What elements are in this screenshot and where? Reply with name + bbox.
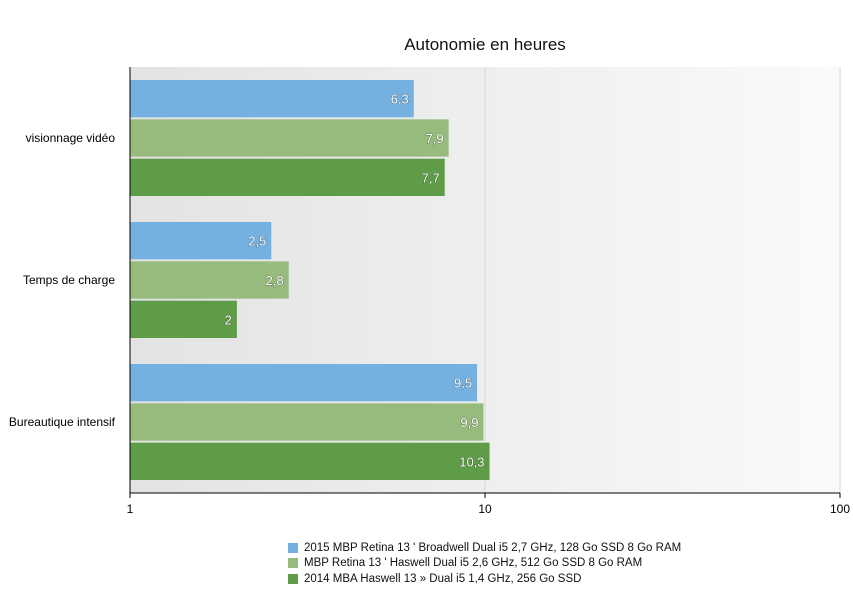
grid (484, 67, 841, 493)
bar-value-label: 9,5 (454, 376, 472, 391)
legend-item: 2015 MBP Retina 13 ' Broadwell Dual i5 2… (288, 540, 681, 556)
bar (130, 119, 449, 157)
legend-swatch (288, 542, 298, 553)
bar-value-label: 6,3 (391, 92, 409, 107)
x-tick-label: 100 (830, 502, 850, 516)
category-label: Temps de charge (23, 273, 115, 287)
chart: Autonomie en heures 6,3 7,9 7,7 2,5 2,8 2 9,5 9… (9, 35, 850, 516)
bar-value-label: 2 (225, 312, 232, 327)
legend-label: MBP Retina 13 ' Haswell Dual i5 2,6 GHz,… (304, 557, 643, 570)
bar (130, 222, 272, 260)
bar (130, 158, 445, 196)
bar-value-label: 7,7 (422, 170, 440, 185)
bar-value-label: 7,9 (426, 131, 444, 146)
bar-value-label: 2,8 (266, 273, 284, 288)
chart-title: Autonomie en heures (404, 35, 566, 54)
bar (130, 364, 478, 402)
legend-label: 2015 MBP Retina 13 ' Broadwell Dual i5 2… (304, 541, 682, 554)
bar-value-label: 2,5 (248, 234, 266, 249)
legend-swatch (288, 558, 298, 569)
bar (130, 300, 237, 338)
legend: 2015 MBP Retina 13 ' Broadwell Dual i5 2… (288, 540, 681, 587)
bar (130, 403, 484, 441)
x-ticks: 1 10 100 (127, 493, 850, 516)
legend-swatch (288, 573, 298, 584)
bar-value-label: 10,3 (459, 454, 484, 469)
bar (130, 261, 289, 299)
bars: 6,3 7,9 7,7 2,5 2,8 2 9,5 9,9 10,3 (130, 80, 490, 480)
category-label: visionnage vidéo (26, 131, 116, 145)
legend-label: 2014 MBA Haswell 13 » Dual i5 1,4 GHz, 2… (304, 572, 582, 585)
bar (130, 442, 490, 480)
category-labels: visionnage vidéo Temps de charge Bureautiq… (9, 131, 116, 429)
legend-item: MBP Retina 13 ' Haswell Dual i5 2,6 GHz,… (288, 556, 681, 572)
x-tick-label: 1 (127, 502, 134, 516)
bar-value-label: 9,9 (460, 415, 478, 430)
x-tick-label: 10 (478, 502, 492, 516)
category-label: Bureautique intensif (9, 415, 116, 429)
legend-item: 2014 MBA Haswell 13 » Dual i5 1,4 GHz, 2… (288, 571, 681, 587)
bar (130, 80, 414, 118)
